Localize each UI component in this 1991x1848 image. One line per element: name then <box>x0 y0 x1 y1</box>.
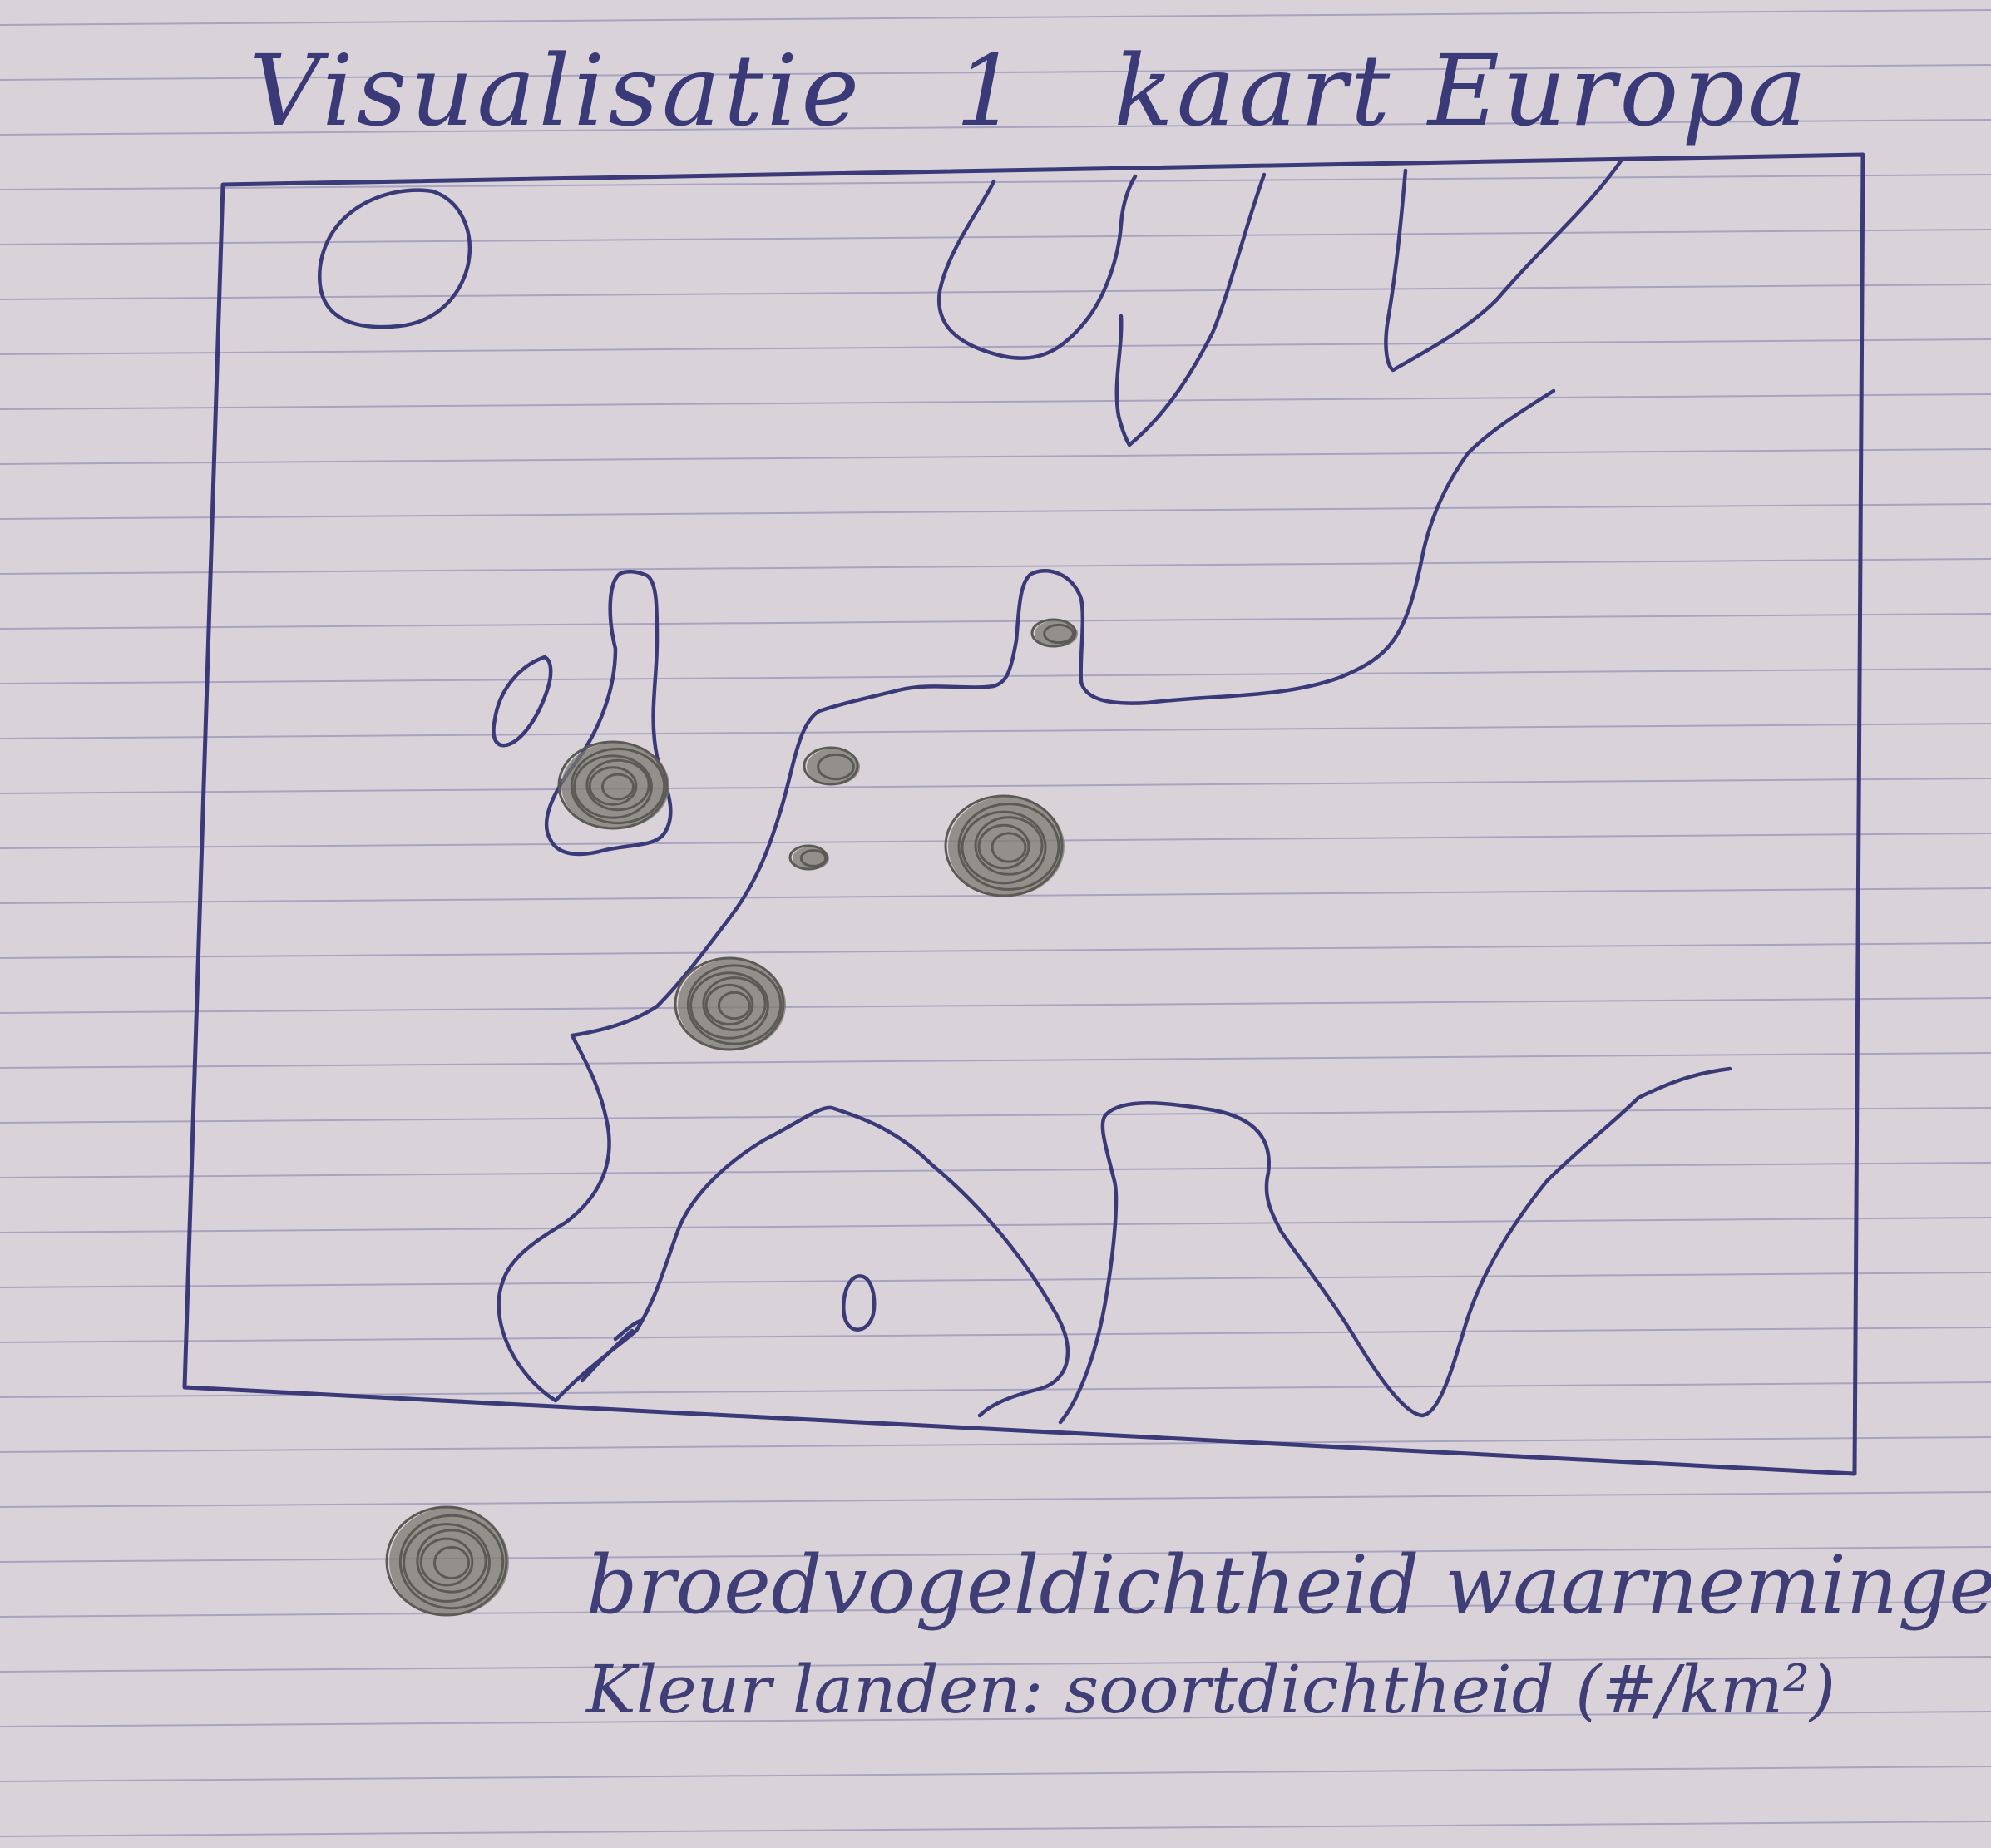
rule-line <box>0 64 1991 81</box>
continental-west-coast <box>497 709 822 1403</box>
rule-line <box>0 1821 1991 1837</box>
rule-line <box>0 503 1991 520</box>
balkan-coast <box>1636 1066 1732 1100</box>
iberia-outline <box>553 1105 1070 1418</box>
rule-line <box>0 1546 1991 1563</box>
density-markers-layer <box>557 618 1078 1051</box>
rule-line <box>0 613 1991 630</box>
rule-line <box>0 119 1991 136</box>
baltic-coast <box>817 388 1556 714</box>
legend-marker <box>385 1505 509 1617</box>
title-word: Visualisatie <box>249 33 863 148</box>
rule-line <box>0 942 1991 959</box>
page-title: Visualisatie 1 kaart Europa <box>249 33 1868 148</box>
legend-color-label: Kleur landen: soortdichtheid (#/km²) <box>586 1651 1836 1728</box>
rule-line <box>0 1766 1991 1782</box>
corsica-outline <box>841 1274 877 1332</box>
notebook-rule-lines <box>0 9 1991 1837</box>
iceland-outline <box>317 188 472 329</box>
rule-line <box>0 1162 1991 1178</box>
density-marker-denmark <box>1030 618 1078 648</box>
density-marker-france <box>674 956 786 1051</box>
rule-line <box>0 393 1991 410</box>
density-blob-icon <box>385 1505 509 1617</box>
rule-line <box>0 997 1991 1014</box>
rule-line <box>0 1491 1991 1508</box>
rule-line <box>0 1601 1991 1618</box>
norway-west-coast <box>936 174 1138 360</box>
legend-marker-label: broedvogeldichtheid waarnemingen. <box>586 1539 1991 1632</box>
rule-line <box>0 1272 1991 1288</box>
rule-line <box>0 284 1991 300</box>
rule-line <box>0 1711 1991 1727</box>
rule-line <box>0 1107 1991 1124</box>
rule-line <box>0 1656 1991 1673</box>
legend-blob-shape <box>385 1505 509 1617</box>
title-number: 1 <box>955 33 1021 148</box>
density-marker-belgium <box>803 746 860 786</box>
iberia-inner-coast <box>580 1318 643 1383</box>
density-marker-north-france <box>788 844 829 871</box>
rule-line <box>0 1327 1991 1343</box>
rule-line <box>0 723 1991 739</box>
map-frame <box>182 152 1865 1476</box>
rule-line <box>0 1052 1991 1069</box>
rule-line <box>0 9 1991 26</box>
rule-line <box>0 448 1991 465</box>
sweden-coast <box>1384 157 1624 373</box>
rule-line <box>0 338 1991 355</box>
rule-line <box>0 668 1991 684</box>
ireland-outline <box>492 655 553 748</box>
italy-outline <box>1058 1095 1641 1425</box>
title-subject: kaart Europa <box>1114 33 1811 148</box>
rule-line <box>0 1436 1991 1453</box>
rule-line <box>0 558 1991 575</box>
density-marker-germany <box>944 794 1065 897</box>
rule-line <box>0 229 1991 245</box>
norway-fjord-line <box>1114 172 1267 447</box>
great-britain-outline <box>544 570 673 857</box>
rule-line <box>0 778 1991 794</box>
density-marker-ireland-north <box>557 740 669 830</box>
